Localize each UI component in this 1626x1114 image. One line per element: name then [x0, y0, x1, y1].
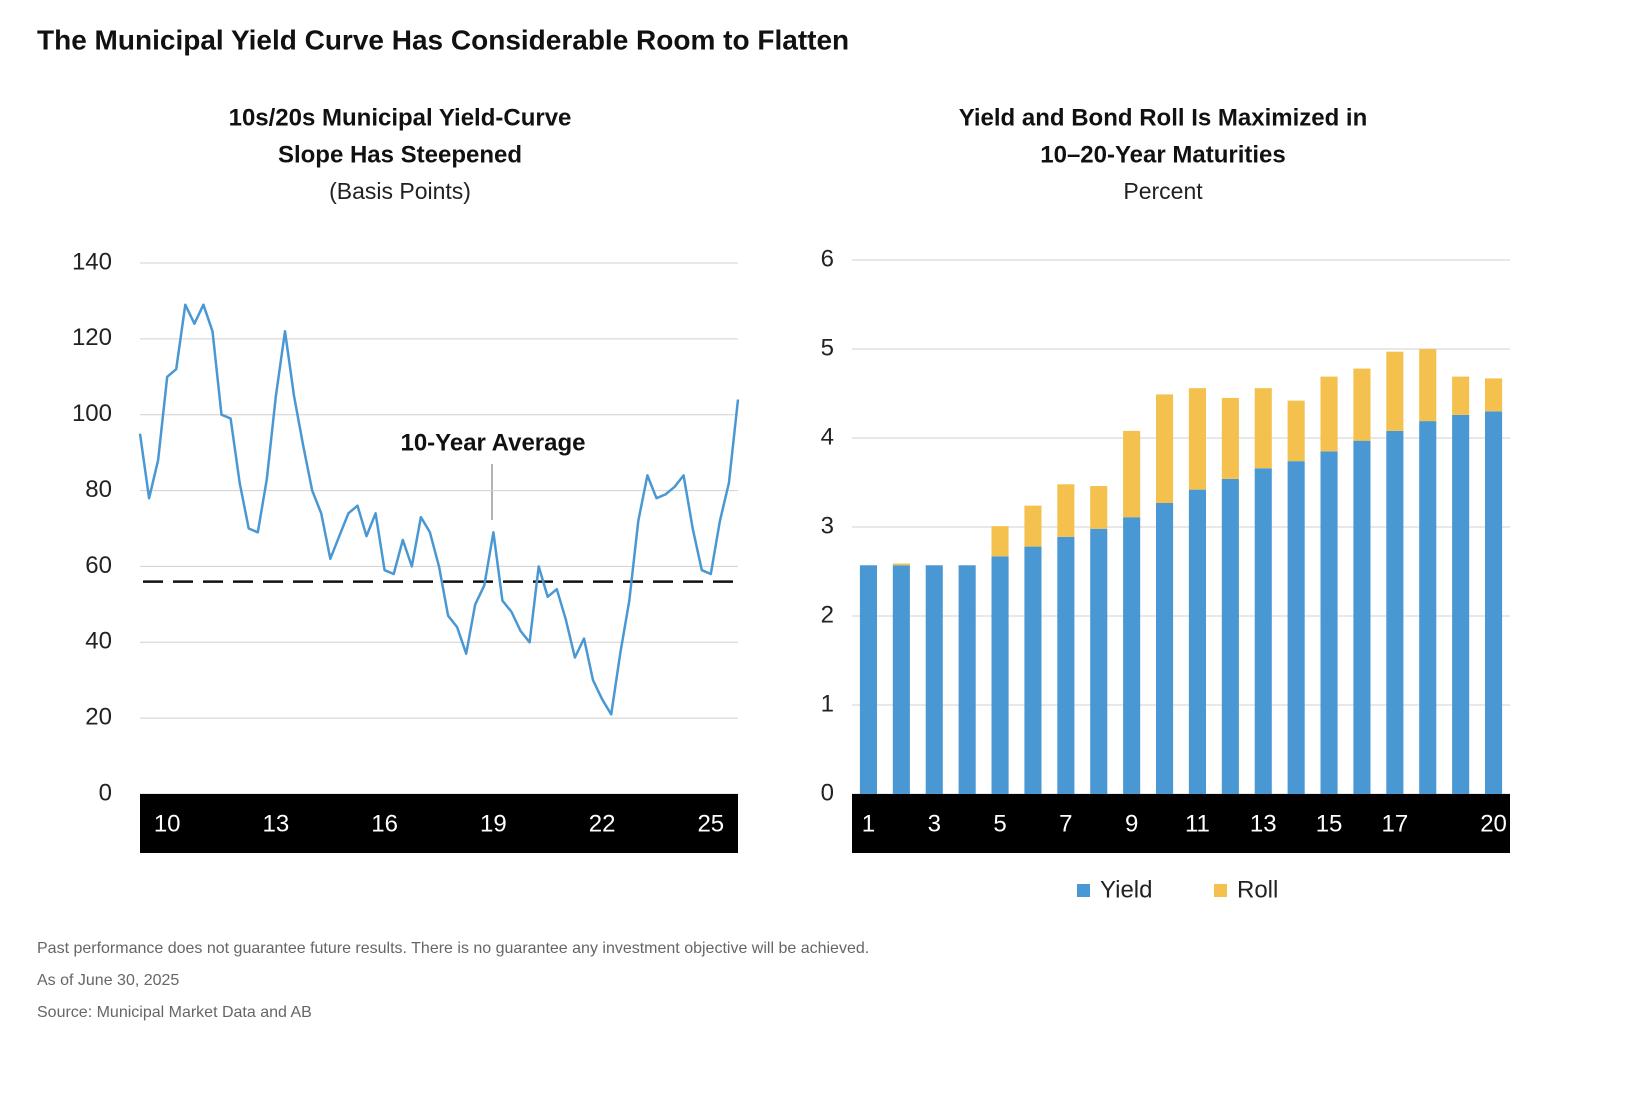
bar-segment — [1057, 484, 1075, 537]
y-tick-label: 120 — [72, 324, 112, 351]
x-tick-label: 5 — [993, 810, 1006, 837]
bar-segment — [925, 565, 943, 794]
x-axis-band — [852, 794, 1510, 853]
bar-segment — [1221, 397, 1239, 479]
y-tick-label: 80 — [85, 476, 112, 503]
main-title: The Municipal Yield Curve Has Considerab… — [37, 24, 849, 55]
bar-segment — [1484, 378, 1503, 412]
x-axis-band — [140, 794, 738, 853]
bar-segment — [1320, 451, 1338, 794]
x-tick-label: 16 — [371, 810, 398, 837]
bar-segment — [892, 565, 910, 794]
line — [138, 303, 740, 716]
footnote: As of June 30, 2025 — [37, 972, 179, 989]
footnote: Past performance does not guarantee futu… — [37, 940, 869, 957]
x-tick-label: 19 — [480, 810, 507, 837]
x-tick-label: 3 — [928, 810, 941, 837]
bar-segment — [1254, 468, 1272, 794]
bar-segment — [1254, 388, 1272, 469]
bar-segment — [958, 565, 976, 794]
chart-title: 10s/20s Municipal Yield-Curve — [229, 104, 572, 131]
bar-segment — [1353, 440, 1371, 794]
x-tick-label: 13 — [1250, 810, 1277, 837]
chart-title: 10–20-Year Maturities — [1040, 141, 1285, 168]
y-tick-label: 2 — [821, 601, 834, 628]
bar-segment — [1452, 414, 1470, 794]
chart-subtitle: Percent — [1123, 178, 1203, 204]
legend-label: Yield — [1100, 876, 1152, 903]
x-tick-label: 9 — [1125, 810, 1138, 837]
bar-segment — [1484, 411, 1503, 794]
bar-segment — [1024, 505, 1042, 547]
chart-title: Yield and Bond Roll Is Maximized in — [959, 104, 1368, 131]
bar-segment — [859, 565, 878, 794]
bar-segment — [1090, 486, 1108, 529]
chart-subtitle: (Basis Points) — [329, 178, 471, 204]
bar-segment — [1419, 421, 1437, 794]
bar-segment — [1221, 478, 1239, 794]
legend-swatch — [1077, 884, 1090, 897]
footnote: Source: Municipal Market Data and AB — [37, 1004, 312, 1021]
x-tick-label: 17 — [1381, 810, 1408, 837]
y-tick-label: 60 — [85, 552, 112, 579]
bar-segment — [1123, 517, 1141, 794]
y-tick-label: 5 — [821, 334, 834, 361]
y-tick-label: 100 — [72, 400, 112, 427]
bar-segment — [1188, 388, 1207, 490]
bar-segment — [1419, 349, 1437, 422]
y-tick-label: 20 — [85, 703, 112, 730]
bar-segment — [1188, 489, 1207, 794]
bar-segment — [991, 556, 1009, 794]
bar-segment — [1155, 502, 1174, 794]
chart-title: Slope Has Steepened — [278, 141, 522, 168]
bar-segment — [1287, 461, 1305, 794]
x-tick-label: 1 — [862, 810, 875, 837]
x-tick-label: 20 — [1480, 810, 1507, 837]
annotation: 10-Year Average — [400, 429, 585, 456]
bar-segment — [1123, 430, 1141, 518]
x-tick-label: 13 — [263, 810, 290, 837]
x-tick-label: 15 — [1316, 810, 1343, 837]
y-tick-label: 6 — [821, 245, 834, 272]
bar-segment — [1057, 536, 1075, 794]
legend-swatch — [1214, 884, 1227, 897]
y-tick-label: 40 — [85, 628, 112, 655]
y-tick-label: 0 — [99, 779, 112, 806]
y-tick-label: 0 — [821, 779, 834, 806]
y-tick-label: 4 — [821, 423, 834, 450]
x-tick-label: 25 — [697, 810, 724, 837]
bar-segment — [1353, 368, 1371, 441]
bar-segment — [1155, 394, 1174, 503]
x-tick-label: 7 — [1059, 810, 1072, 837]
bar-segment — [1386, 351, 1404, 431]
y-tick-label: 1 — [821, 690, 834, 717]
x-tick-label: 22 — [589, 810, 616, 837]
y-tick-label: 3 — [821, 512, 834, 539]
bar-segment — [991, 526, 1009, 557]
x-tick-label: 11 — [1185, 810, 1210, 837]
x-tick-label: 10 — [154, 810, 181, 837]
y-tick-label: 140 — [72, 248, 112, 275]
bar-segment — [1024, 546, 1042, 794]
bar-segment — [1090, 528, 1108, 794]
legend-label: Roll — [1237, 876, 1278, 903]
bar-segment — [892, 563, 910, 566]
bar-segment — [1386, 430, 1404, 794]
bar-segment — [1452, 376, 1470, 415]
bar-segment — [1320, 376, 1338, 452]
bar-segment — [1287, 400, 1305, 462]
